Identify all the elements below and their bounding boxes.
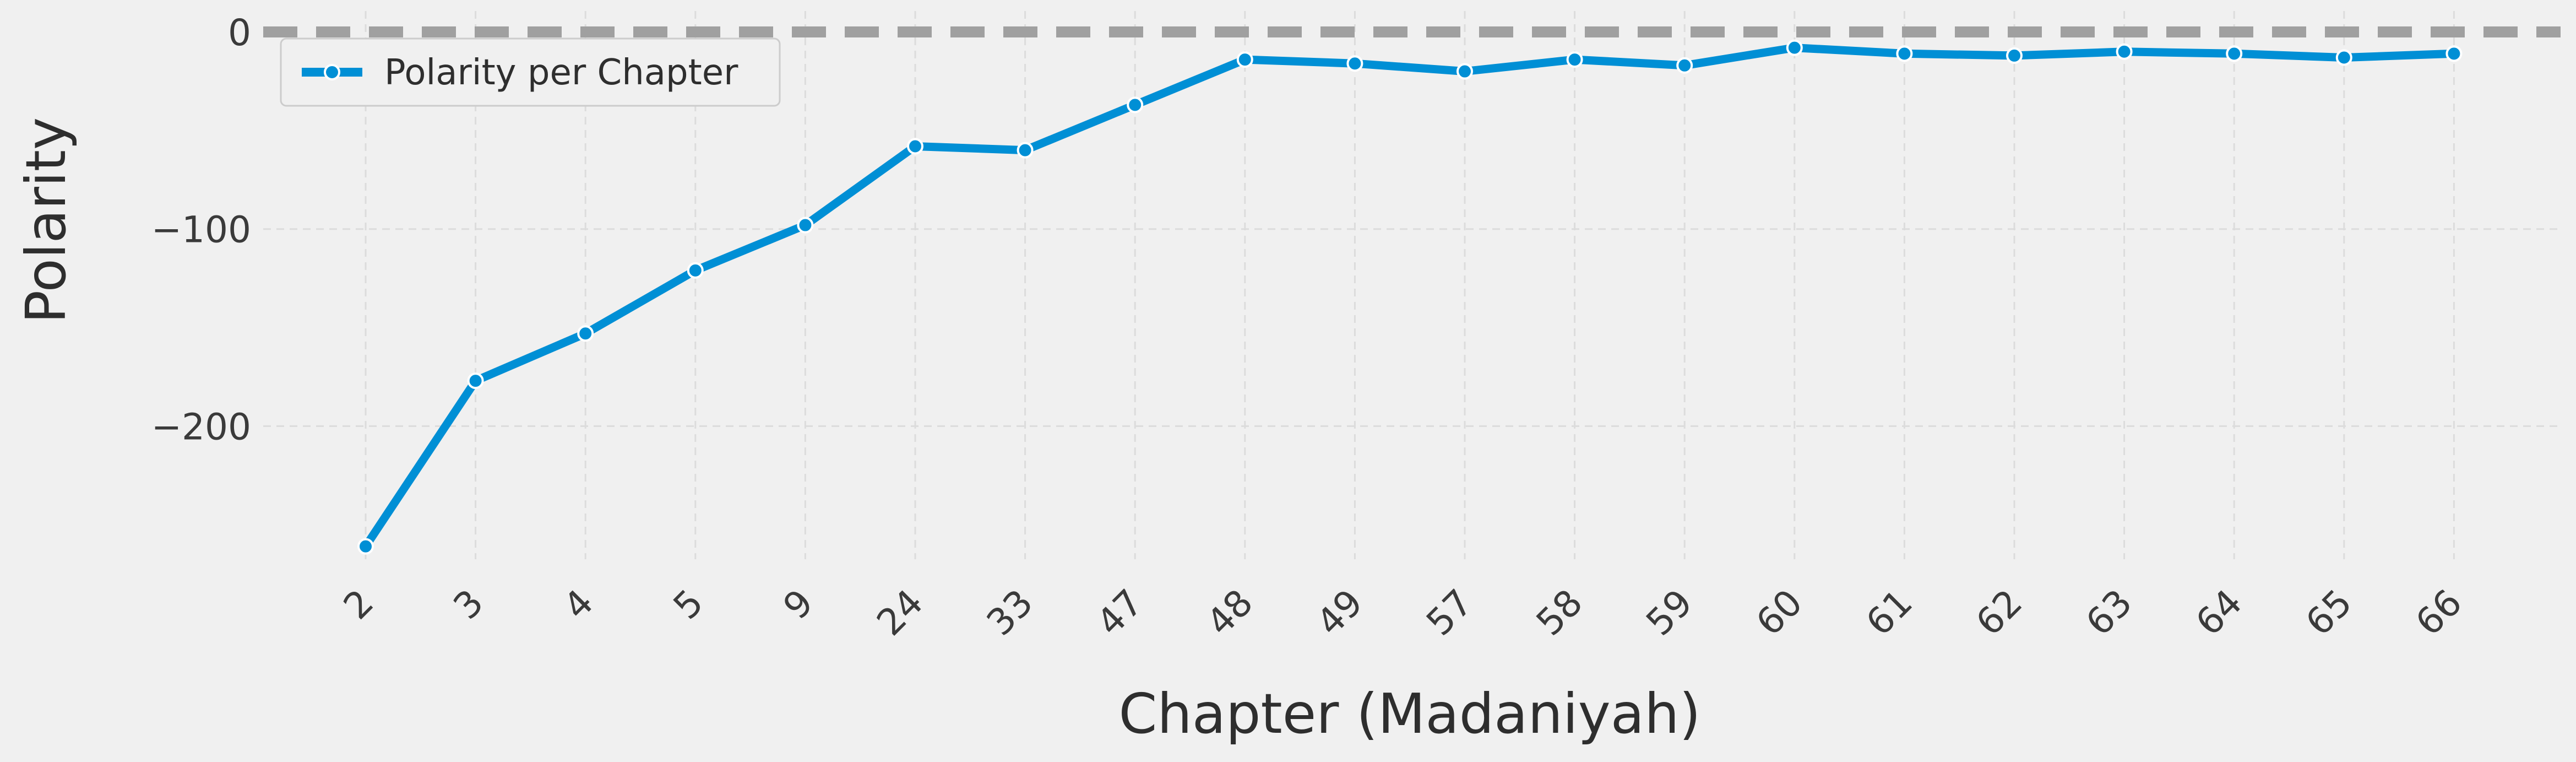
legend: Polarity per Chapter [280,37,781,107]
y-tick-label: −200 [151,406,251,448]
data-point [797,217,814,234]
data-point [2445,45,2463,62]
data-point [1676,57,1693,74]
legend-frame [280,37,781,107]
y-tick-label: −100 [151,209,251,251]
data-point [577,325,594,342]
data-point [1896,45,1913,62]
data-point [907,138,923,155]
y-axis-title: Polarity [14,117,78,323]
data-point [1566,51,1583,68]
data-point [1236,51,1253,68]
legend-entry-label: Polarity per Chapter [384,52,738,93]
data-point [2226,45,2243,62]
data-point [2006,47,2023,64]
series-layer [357,39,2463,555]
x-axis-title: Chapter (Madaniyah) [1119,682,1701,746]
data-point [467,372,484,390]
grid-lines [263,11,2561,559]
y-tick-labels: 0 −100 −200 [151,12,251,448]
data-point [1786,39,1803,56]
data-point [1457,63,1473,80]
data-point [2116,43,2133,60]
data-point [1346,55,1363,72]
data-point [687,262,704,279]
y-tick-label: 0 [228,12,251,54]
series-line [361,44,2458,551]
data-point [1017,142,1034,159]
data-point [357,538,374,555]
legend-marker [324,64,340,80]
data-point [2335,49,2352,66]
data-point [1127,96,1144,114]
